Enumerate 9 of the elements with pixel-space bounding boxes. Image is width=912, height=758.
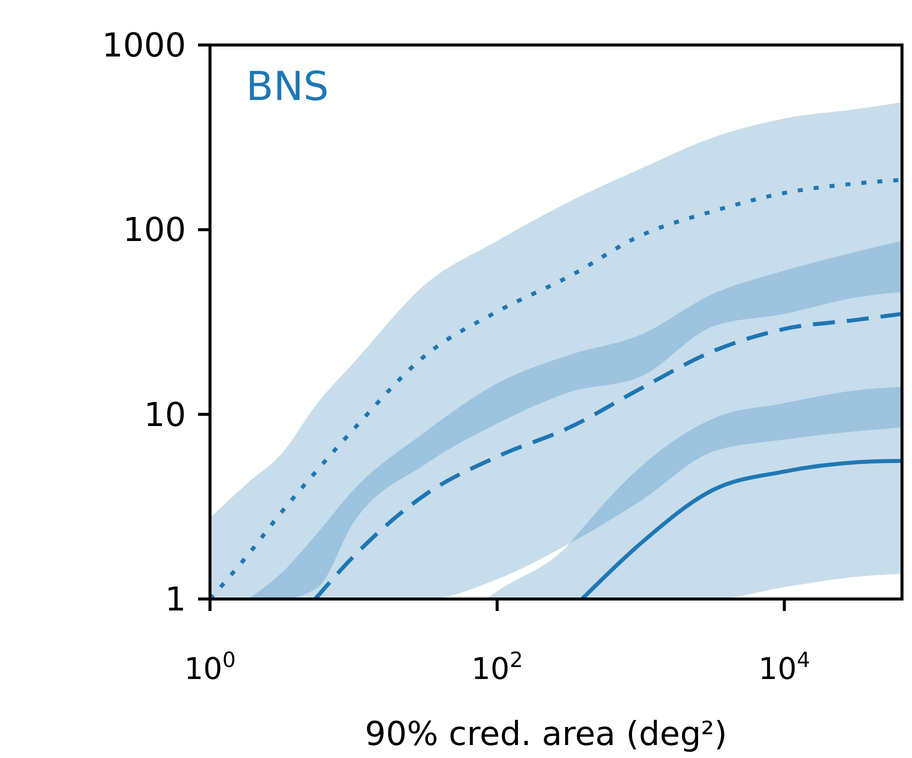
y-tick-label: 10 <box>144 394 186 434</box>
annotation: BNS <box>246 64 329 110</box>
x-tick-label: 10$^{2}$ <box>471 648 523 687</box>
x-axis-title: 90% cred. area (deg²) <box>364 714 728 753</box>
y-tick-label: 1 <box>165 580 186 619</box>
x-tick-label: 10$^{4}$ <box>758 648 810 687</box>
y-tick-label: 1000 <box>102 26 186 65</box>
x-tick-label: 10$^{0}$ <box>184 648 236 687</box>
y-tick-label: 100 <box>123 210 186 250</box>
